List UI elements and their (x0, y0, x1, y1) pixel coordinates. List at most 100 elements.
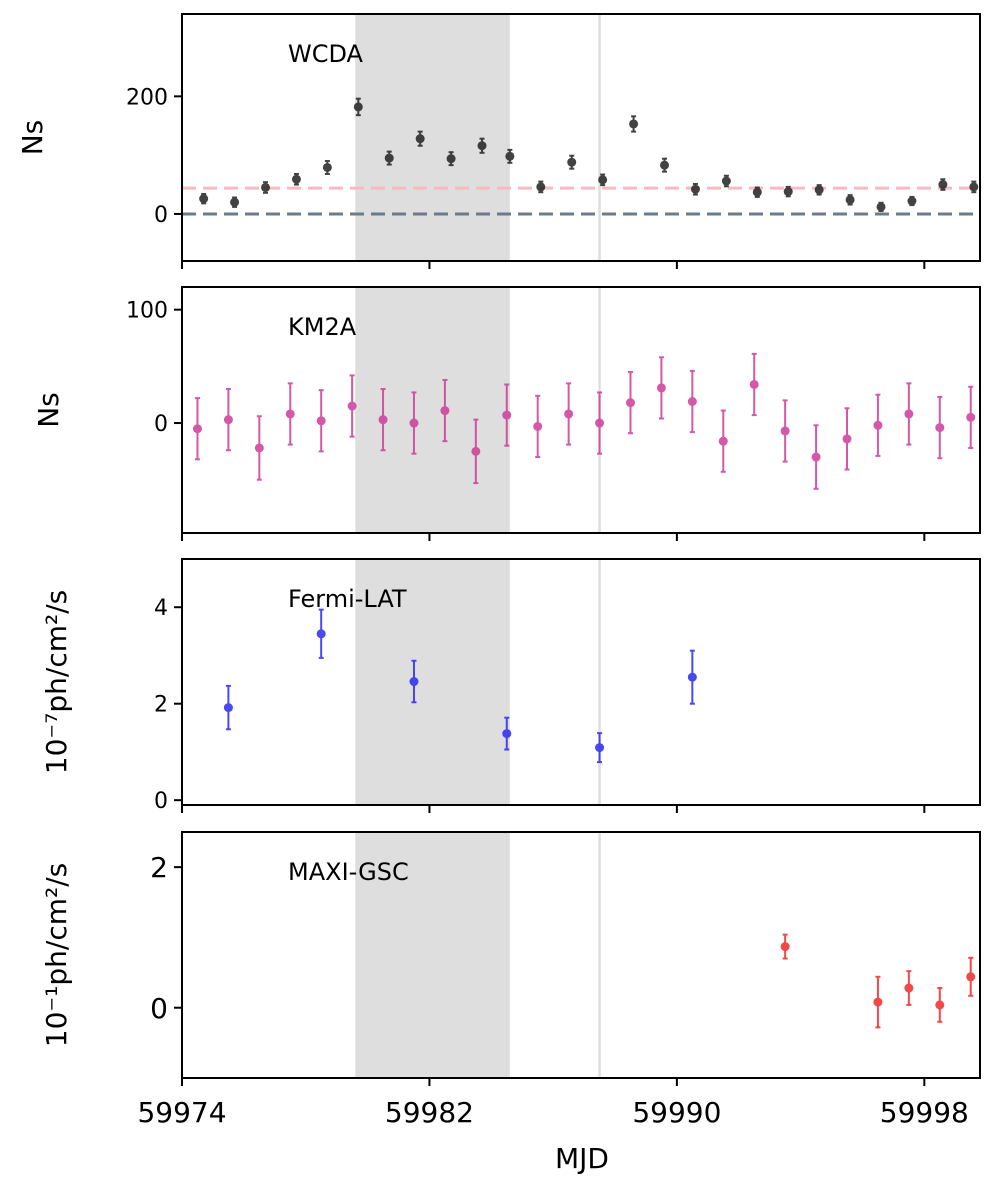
data-marker (842, 434, 852, 444)
data-marker (409, 677, 419, 687)
data-point (966, 385, 976, 449)
data-marker (223, 415, 233, 425)
data-marker (625, 398, 635, 408)
panel-frame (181, 558, 981, 806)
data-point (721, 174, 731, 188)
panel-title: WCDA (288, 40, 364, 68)
data-marker (690, 184, 700, 194)
data-marker (814, 185, 824, 195)
data-marker (409, 418, 419, 428)
data-point (780, 933, 790, 960)
data-point (749, 352, 759, 417)
x-axis-label: MJD (555, 1142, 609, 1175)
data-marker (598, 175, 608, 185)
panel-third: 0 2 4 Fermi-LAT 10⁻⁷ph/cm²/s (40, 558, 981, 814)
data-point (935, 987, 945, 1023)
y-tick-label: 2 (154, 693, 168, 718)
data-marker (660, 160, 670, 170)
data-point (690, 182, 700, 196)
data-point (660, 157, 670, 173)
data-point (780, 399, 790, 463)
data-marker (629, 119, 639, 129)
data-marker (780, 426, 790, 436)
data-point (907, 195, 917, 207)
panel-title: MAXI-GSC (288, 858, 409, 886)
data-point (687, 649, 697, 705)
data-marker (322, 162, 332, 172)
data-marker (595, 418, 605, 428)
data-point (223, 684, 233, 731)
data-marker (384, 153, 394, 163)
data-point (502, 383, 512, 447)
data-point (598, 173, 608, 187)
data-marker (721, 176, 731, 186)
data-point (811, 424, 821, 490)
data-marker (471, 446, 481, 456)
data-marker (687, 672, 697, 682)
data-point (291, 172, 301, 186)
data-marker (749, 379, 759, 389)
data-point (347, 374, 357, 438)
data-marker (502, 410, 512, 420)
data-point (440, 378, 450, 443)
y-axis-label: Ns (16, 120, 49, 156)
data-marker (261, 182, 271, 192)
panel-title: Fermi-LAT (288, 585, 407, 613)
data-point (254, 415, 264, 481)
y-tick-label: 2 (150, 851, 168, 884)
y-axis-label: Ns (32, 392, 65, 428)
data-point (845, 194, 855, 206)
data-point (223, 388, 233, 452)
data-point (783, 185, 793, 198)
x-tick-label: 59982 (385, 1096, 474, 1129)
panel-plot-area (182, 14, 980, 261)
panel-frame (181, 13, 981, 262)
data-marker (752, 187, 762, 197)
x-tick-label: 59998 (880, 1096, 969, 1129)
data-point (876, 201, 886, 213)
data-marker (446, 154, 456, 164)
data-point (718, 409, 728, 473)
data-point (471, 418, 481, 485)
shaded-interval (355, 14, 510, 261)
data-marker (780, 942, 790, 952)
x-tick-label: 59974 (137, 1096, 226, 1129)
data-marker (873, 420, 883, 430)
data-point (502, 716, 512, 751)
data-marker (845, 195, 855, 205)
data-point (353, 97, 363, 117)
data-marker (440, 406, 450, 416)
data-marker (907, 196, 917, 206)
data-point (904, 970, 914, 1006)
data-point (873, 393, 883, 457)
data-marker (353, 102, 363, 112)
data-marker (291, 174, 301, 184)
data-point (316, 389, 326, 453)
shaded-interval (355, 559, 510, 805)
y-tick-label: 100 (126, 299, 168, 324)
panel-plot-area (355, 832, 976, 1078)
data-point (656, 356, 666, 420)
data-point (966, 956, 976, 997)
data-marker (687, 396, 697, 406)
data-marker (876, 202, 886, 212)
data-point (595, 391, 605, 455)
data-marker (969, 182, 979, 192)
data-point (477, 137, 487, 154)
data-point (904, 382, 914, 446)
data-point (625, 371, 635, 435)
x-tick-label: 59990 (632, 1096, 721, 1129)
data-marker (811, 452, 821, 462)
data-point (533, 394, 543, 459)
data-marker (347, 401, 357, 411)
data-marker (938, 180, 948, 190)
data-marker (904, 983, 914, 993)
data-marker (873, 997, 883, 1007)
data-point (505, 148, 515, 164)
data-marker (718, 436, 728, 446)
y-tick-label: 0 (154, 789, 168, 814)
y-tick-label: 4 (154, 596, 168, 621)
data-marker (199, 194, 209, 204)
y-axis-label: 10⁻¹ph/cm²/s (40, 863, 73, 1048)
